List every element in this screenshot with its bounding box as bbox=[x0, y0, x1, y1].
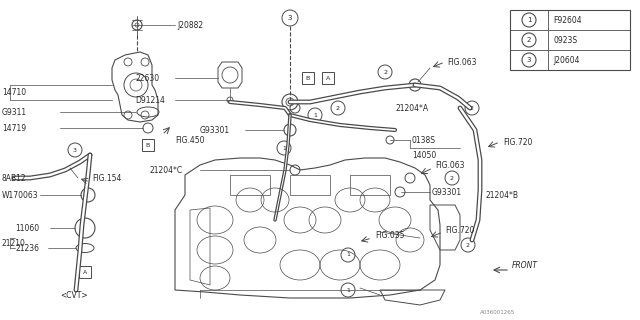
Text: 0138S: 0138S bbox=[412, 135, 436, 145]
Text: 21204*B: 21204*B bbox=[485, 190, 518, 199]
Text: 8AB12: 8AB12 bbox=[2, 173, 27, 182]
Text: 21204*A: 21204*A bbox=[395, 103, 428, 113]
Text: W170063: W170063 bbox=[2, 190, 38, 199]
Text: 14719: 14719 bbox=[2, 124, 26, 132]
Text: 1: 1 bbox=[313, 113, 317, 117]
Text: 3: 3 bbox=[288, 15, 292, 21]
Text: 14050: 14050 bbox=[412, 150, 436, 159]
Text: 22630: 22630 bbox=[135, 74, 159, 83]
Text: J20882: J20882 bbox=[177, 20, 203, 29]
Text: FRONT: FRONT bbox=[512, 260, 538, 269]
Text: G93301: G93301 bbox=[200, 125, 230, 134]
Text: 2: 2 bbox=[527, 37, 531, 43]
Text: FIG.063: FIG.063 bbox=[447, 58, 477, 67]
Text: A036001265: A036001265 bbox=[480, 309, 515, 315]
Text: 3: 3 bbox=[73, 148, 77, 153]
Text: 0923S: 0923S bbox=[553, 36, 577, 44]
Text: 1: 1 bbox=[346, 287, 350, 292]
Text: FIG.035: FIG.035 bbox=[375, 230, 404, 239]
Text: F92604: F92604 bbox=[553, 15, 582, 25]
Text: 2: 2 bbox=[470, 106, 474, 110]
Text: FIG.720: FIG.720 bbox=[503, 138, 532, 147]
Text: 1: 1 bbox=[282, 146, 286, 150]
Text: 2: 2 bbox=[336, 106, 340, 110]
Text: FIG.063: FIG.063 bbox=[435, 161, 465, 170]
Text: FIG.450: FIG.450 bbox=[175, 135, 205, 145]
Text: 14710: 14710 bbox=[2, 87, 26, 97]
Text: FIG.154: FIG.154 bbox=[92, 173, 122, 182]
Text: FIG.720: FIG.720 bbox=[445, 226, 474, 235]
Text: 21204*C: 21204*C bbox=[150, 165, 183, 174]
Text: G9311: G9311 bbox=[2, 108, 27, 116]
Text: 2: 2 bbox=[466, 243, 470, 247]
Text: 1: 1 bbox=[346, 252, 350, 258]
Text: 2: 2 bbox=[450, 175, 454, 180]
Text: J20604: J20604 bbox=[553, 55, 579, 65]
Text: 11060: 11060 bbox=[15, 223, 39, 233]
Text: 21236: 21236 bbox=[15, 244, 39, 252]
Text: 21210: 21210 bbox=[2, 238, 26, 247]
Text: A: A bbox=[83, 269, 87, 275]
Text: G93301: G93301 bbox=[432, 188, 462, 196]
Text: D91214: D91214 bbox=[135, 95, 165, 105]
Text: 2: 2 bbox=[383, 69, 387, 75]
Text: B: B bbox=[146, 142, 150, 148]
Text: A: A bbox=[326, 76, 330, 81]
Text: 3: 3 bbox=[527, 57, 531, 63]
Bar bbox=[510, 10, 630, 70]
Text: B: B bbox=[306, 76, 310, 81]
Text: <CVT>: <CVT> bbox=[60, 291, 88, 300]
Text: 1: 1 bbox=[527, 17, 531, 23]
